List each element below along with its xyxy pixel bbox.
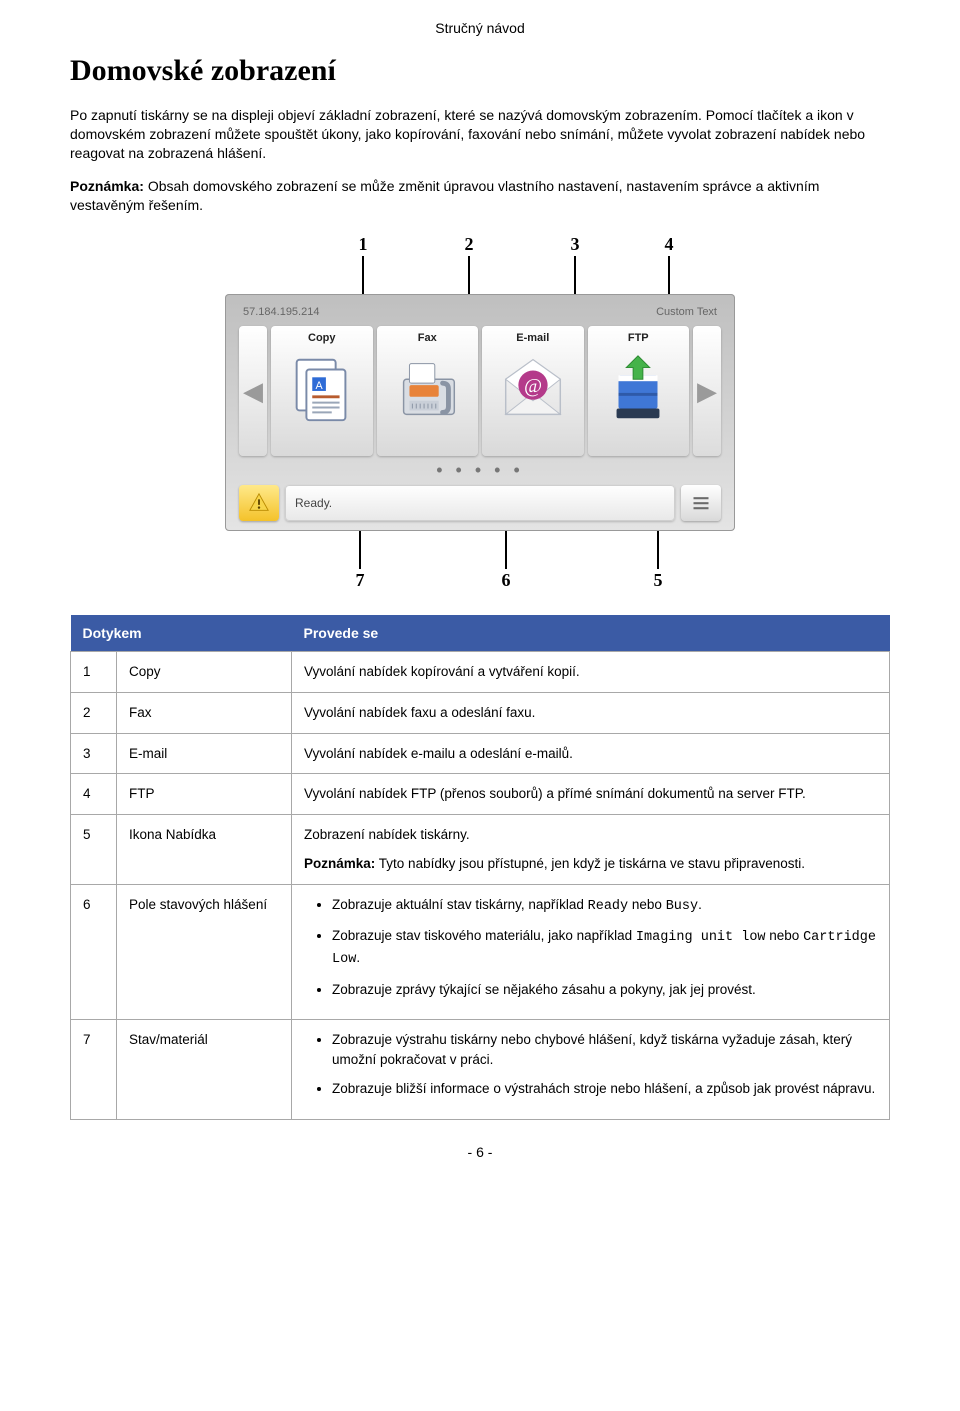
tile-ftp[interactable]: FTP bbox=[588, 326, 690, 456]
row3-num: 3 bbox=[71, 733, 117, 774]
tile-fax-label: Fax bbox=[418, 332, 437, 344]
callout-6: 6 bbox=[496, 570, 516, 591]
row5-desc: Zobrazení nabídek tiskárny. Poznámka: Ty… bbox=[292, 814, 890, 884]
menu-button[interactable] bbox=[681, 485, 721, 521]
row7-desc: Zobrazuje výstrahu tiskárny nebo chybové… bbox=[292, 1020, 890, 1120]
warning-icon bbox=[248, 492, 270, 514]
table-header-touch: Dotykem bbox=[71, 615, 292, 652]
page-dots: • • • • • bbox=[239, 456, 721, 483]
tile-email-label: E-mail bbox=[516, 332, 549, 344]
table-row: 5 Ikona Nabídka Zobrazení nabídek tiskár… bbox=[71, 814, 890, 884]
row6-num: 6 bbox=[71, 884, 117, 1019]
svg-text:@: @ bbox=[524, 376, 542, 397]
row5-num: 5 bbox=[71, 814, 117, 884]
menu-icon bbox=[691, 493, 711, 513]
row1-num: 1 bbox=[71, 652, 117, 693]
intro-paragraph: Po zapnutí tiskárny se na displeji objev… bbox=[70, 106, 890, 163]
row2-num: 2 bbox=[71, 693, 117, 734]
page-header: Stručný návod bbox=[70, 20, 890, 36]
row4-num: 4 bbox=[71, 774, 117, 815]
ftp-icon bbox=[599, 350, 677, 428]
row4-desc: Vyvolání nabídek FTP (přenos souborů) a … bbox=[292, 774, 890, 815]
table-row: 6 Pole stavových hlášení Zobrazuje aktuá… bbox=[71, 884, 890, 1019]
printer-touchscreen: 57.184.195.214 Custom Text ◀ Copy A bbox=[225, 294, 735, 531]
row5-name: Ikona Nabídka bbox=[117, 814, 292, 884]
note-text: Obsah domovského zobrazení se může změni… bbox=[70, 178, 819, 213]
row2-name: Fax bbox=[117, 693, 292, 734]
callout-1: 1 bbox=[353, 234, 373, 255]
status-text: Ready. bbox=[295, 496, 332, 510]
callout-4: 4 bbox=[659, 234, 679, 255]
email-icon: @ bbox=[494, 350, 572, 428]
note-paragraph: Poznámka: Obsah domovského zobrazení se … bbox=[70, 177, 890, 215]
row7-num: 7 bbox=[71, 1020, 117, 1120]
callouts-top: 1 2 3 4 bbox=[225, 234, 735, 294]
row6-desc: Zobrazuje aktuální stav tiskárny, napřík… bbox=[292, 884, 890, 1019]
ip-address: 57.184.195.214 bbox=[243, 306, 319, 318]
callout-7: 7 bbox=[350, 570, 370, 591]
page-number: - 6 - bbox=[70, 1144, 890, 1160]
status-message-bar[interactable]: Ready. bbox=[285, 485, 675, 521]
nav-right-arrow[interactable]: ▶ bbox=[693, 326, 721, 456]
tile-fax[interactable]: Fax bbox=[377, 326, 479, 456]
row3-desc: Vyvolání nabídek e-mailu a odeslání e-ma… bbox=[292, 733, 890, 774]
callouts-bottom: 7 6 5 bbox=[225, 531, 735, 591]
row3-name: E-mail bbox=[117, 733, 292, 774]
note-label: Poznámka: bbox=[70, 178, 144, 194]
callout-5: 5 bbox=[648, 570, 668, 591]
callout-2: 2 bbox=[459, 234, 479, 255]
nav-left-arrow[interactable]: ◀ bbox=[239, 326, 267, 456]
tile-ftp-label: FTP bbox=[628, 332, 649, 344]
callout-3: 3 bbox=[565, 234, 585, 255]
table-row: 7 Stav/materiál Zobrazuje výstrahu tiská… bbox=[71, 1020, 890, 1120]
tile-email[interactable]: E-mail @ bbox=[482, 326, 584, 456]
table-row: 2 Fax Vyvolání nabídek faxu a odeslání f… bbox=[71, 693, 890, 734]
table-row: 4 FTP Vyvolání nabídek FTP (přenos soubo… bbox=[71, 774, 890, 815]
description-table: Dotykem Provede se 1 Copy Vyvolání nabíd… bbox=[70, 615, 890, 1119]
tile-copy-label: Copy bbox=[308, 332, 336, 344]
custom-text: Custom Text bbox=[656, 306, 717, 318]
row6-name: Pole stavových hlášení bbox=[117, 884, 292, 1019]
svg-text:A: A bbox=[315, 380, 323, 392]
row7-name: Stav/materiál bbox=[117, 1020, 292, 1120]
table-header-action: Provede se bbox=[292, 615, 890, 652]
copy-icon: A bbox=[283, 350, 361, 428]
fax-icon bbox=[388, 350, 466, 428]
status-warning-button[interactable] bbox=[239, 485, 279, 521]
page-title: Domovské zobrazení bbox=[70, 54, 890, 88]
table-row: 1 Copy Vyvolání nabídek kopírování a vyt… bbox=[71, 652, 890, 693]
home-screen-figure: 1 2 3 4 57.184.195.214 Custom Text ◀ Cop… bbox=[70, 234, 890, 591]
table-row: 3 E-mail Vyvolání nabídek e-mailu a odes… bbox=[71, 733, 890, 774]
tile-copy[interactable]: Copy A bbox=[271, 326, 373, 456]
row2-desc: Vyvolání nabídek faxu a odeslání faxu. bbox=[292, 693, 890, 734]
row1-desc: Vyvolání nabídek kopírování a vytváření … bbox=[292, 652, 890, 693]
row4-name: FTP bbox=[117, 774, 292, 815]
row1-name: Copy bbox=[117, 652, 292, 693]
